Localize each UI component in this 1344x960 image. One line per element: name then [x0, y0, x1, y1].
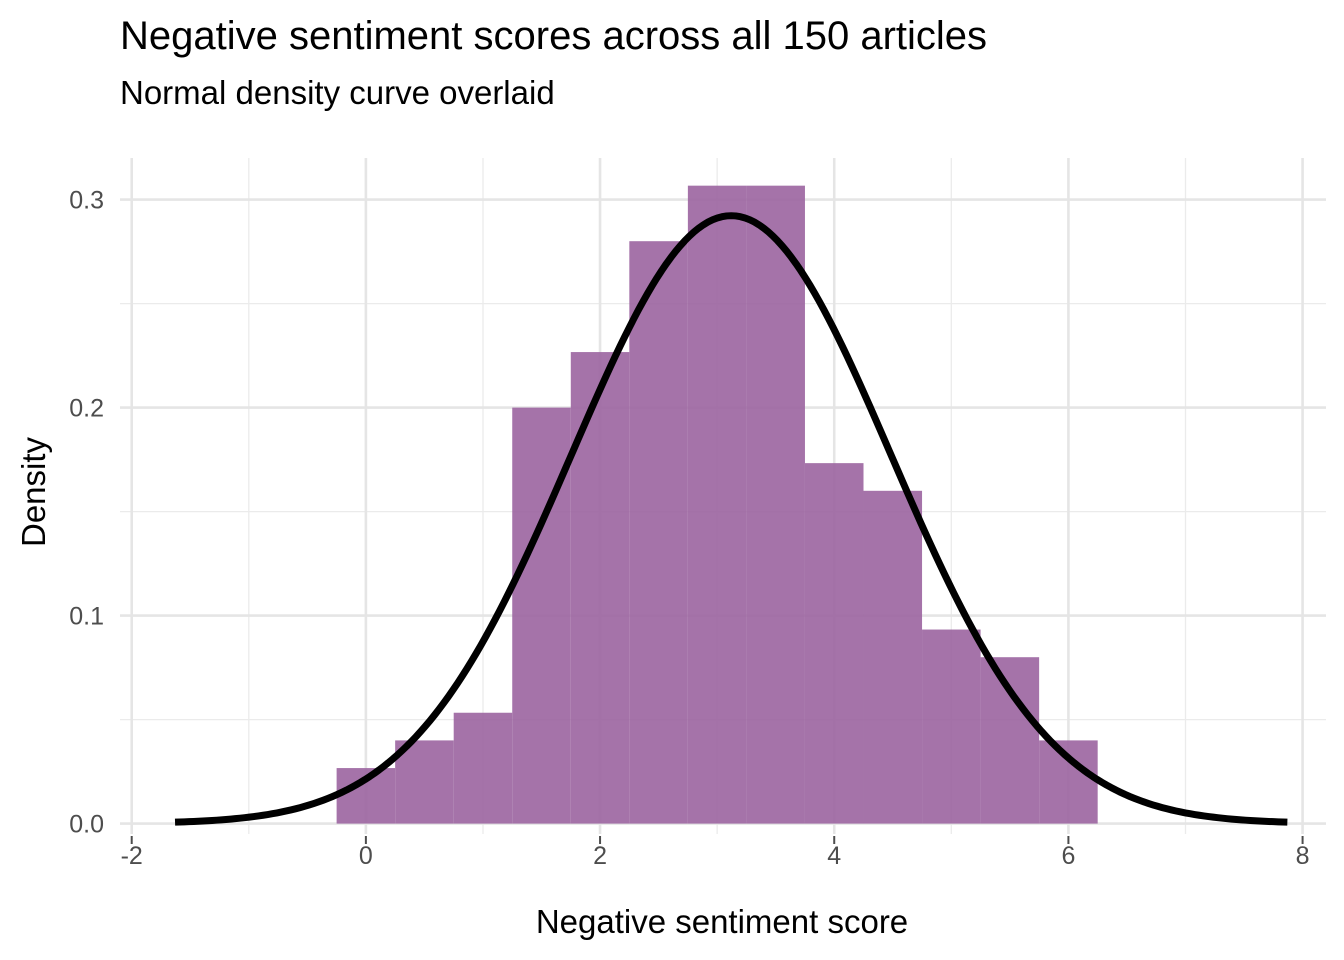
y-axis-title: Density	[15, 436, 52, 547]
y-tick-label: 0.0	[69, 811, 104, 839]
histogram-bars	[336, 185, 1098, 824]
histogram-bar-9	[804, 463, 864, 824]
histogram-bar-7	[687, 185, 747, 824]
x-tick-label: -2	[121, 842, 143, 870]
histogram-bar-6	[629, 241, 688, 824]
chart-subtitle: Normal density curve overlaid	[120, 74, 555, 111]
histogram-bar-11	[922, 629, 981, 824]
x-tick-label: 6	[1061, 842, 1075, 870]
histogram-bar-10	[863, 490, 923, 824]
x-axis-ticks: -2 0 2 4 6 8	[121, 836, 1310, 870]
normal-density-curve	[174, 212, 1288, 826]
histogram-bar-3	[453, 712, 513, 824]
chart-title: Negative sentiment scores across all 150…	[120, 14, 988, 58]
x-tick-label: 0	[359, 842, 373, 870]
x-tick-label: 2	[593, 842, 607, 870]
x-axis-title: Negative sentiment score	[536, 903, 908, 940]
histogram-bar-13	[1039, 740, 1098, 824]
histogram-bar-5	[570, 352, 630, 824]
y-tick-label: 0.1	[69, 603, 104, 631]
x-tick-label: 4	[827, 842, 841, 870]
density-curve-layer	[174, 212, 1288, 826]
histogram-bar-12	[980, 657, 1040, 824]
y-tick-label: 0.2	[69, 395, 104, 423]
histogram-bar-2	[395, 740, 454, 824]
y-axis-ticks: 0.0 0.1 0.2 0.3	[69, 187, 104, 839]
x-tick-label: 8	[1296, 842, 1310, 870]
histogram-bar-8	[746, 185, 805, 824]
y-tick-label: 0.3	[69, 187, 104, 215]
